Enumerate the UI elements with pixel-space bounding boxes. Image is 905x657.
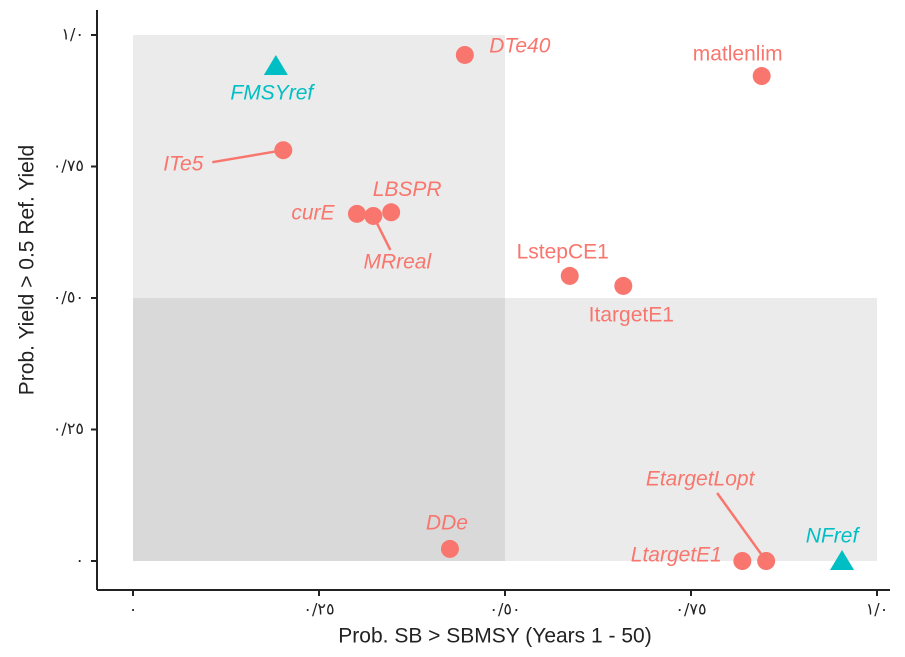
y-tick-label: ٠/٥٠ — [53, 288, 84, 307]
point — [757, 552, 776, 570]
leader-line — [716, 492, 768, 562]
point-label: LBSPR — [373, 178, 442, 201]
x-tick-label: ٠ — [129, 600, 138, 619]
point — [274, 141, 293, 160]
point — [440, 539, 459, 558]
point-label: LtargetE1 — [631, 544, 722, 567]
point-label: NFref — [806, 525, 861, 548]
point-label: MRreal — [363, 250, 432, 273]
point-label: LstepCE1 — [517, 240, 609, 263]
point — [364, 206, 383, 225]
point-label: FMSYref — [230, 82, 315, 105]
point-label: EtargetLopt — [646, 468, 756, 491]
quadrant — [505, 298, 877, 561]
y-tick-label: ٠/٢٥ — [53, 419, 84, 438]
y-tick-label: ١/٠ — [61, 25, 84, 44]
x-tick-label: ٠/٥٠ — [489, 600, 520, 619]
x-tick-label: ١/٠ — [866, 600, 889, 619]
y-tick-label: ٠ — [75, 551, 84, 570]
point — [733, 552, 752, 570]
x-axis-title: Prob. SB > SBMSY (Years 1 - 50) — [338, 625, 651, 648]
quadrant — [133, 298, 505, 561]
leader-line — [212, 148, 284, 164]
point-label: DTe40 — [489, 35, 550, 58]
quadrant — [133, 35, 505, 298]
point — [455, 45, 474, 64]
point — [560, 266, 579, 285]
point — [347, 204, 366, 223]
plot: ٠ ٠/٢٥ ٠/٥٠ ٠/٧٥ ١/٠ ٠ ٠/٢٥ ٠/٥٠ ٠/٧٥ ١/٠ DTe40 mat… — [53, 10, 890, 619]
point-label: matlenlim — [693, 43, 783, 66]
y-axis-title: Prob. Yield > 0.5 Ref. Yield — [16, 145, 39, 395]
y-tick-label: ٠/٧٥ — [53, 156, 84, 175]
x-tick-label: ٠/٢٥ — [303, 600, 334, 619]
x-tick-label: ٠/٧٥ — [675, 600, 706, 619]
point — [614, 276, 633, 295]
point-label: curE — [291, 201, 335, 224]
point-label: ITe5 — [163, 153, 203, 176]
point — [830, 550, 855, 570]
point — [752, 67, 771, 86]
point — [382, 203, 401, 222]
point-label: ItargetE1 — [589, 303, 674, 326]
point-label: DDe — [426, 511, 468, 534]
point — [263, 55, 288, 76]
